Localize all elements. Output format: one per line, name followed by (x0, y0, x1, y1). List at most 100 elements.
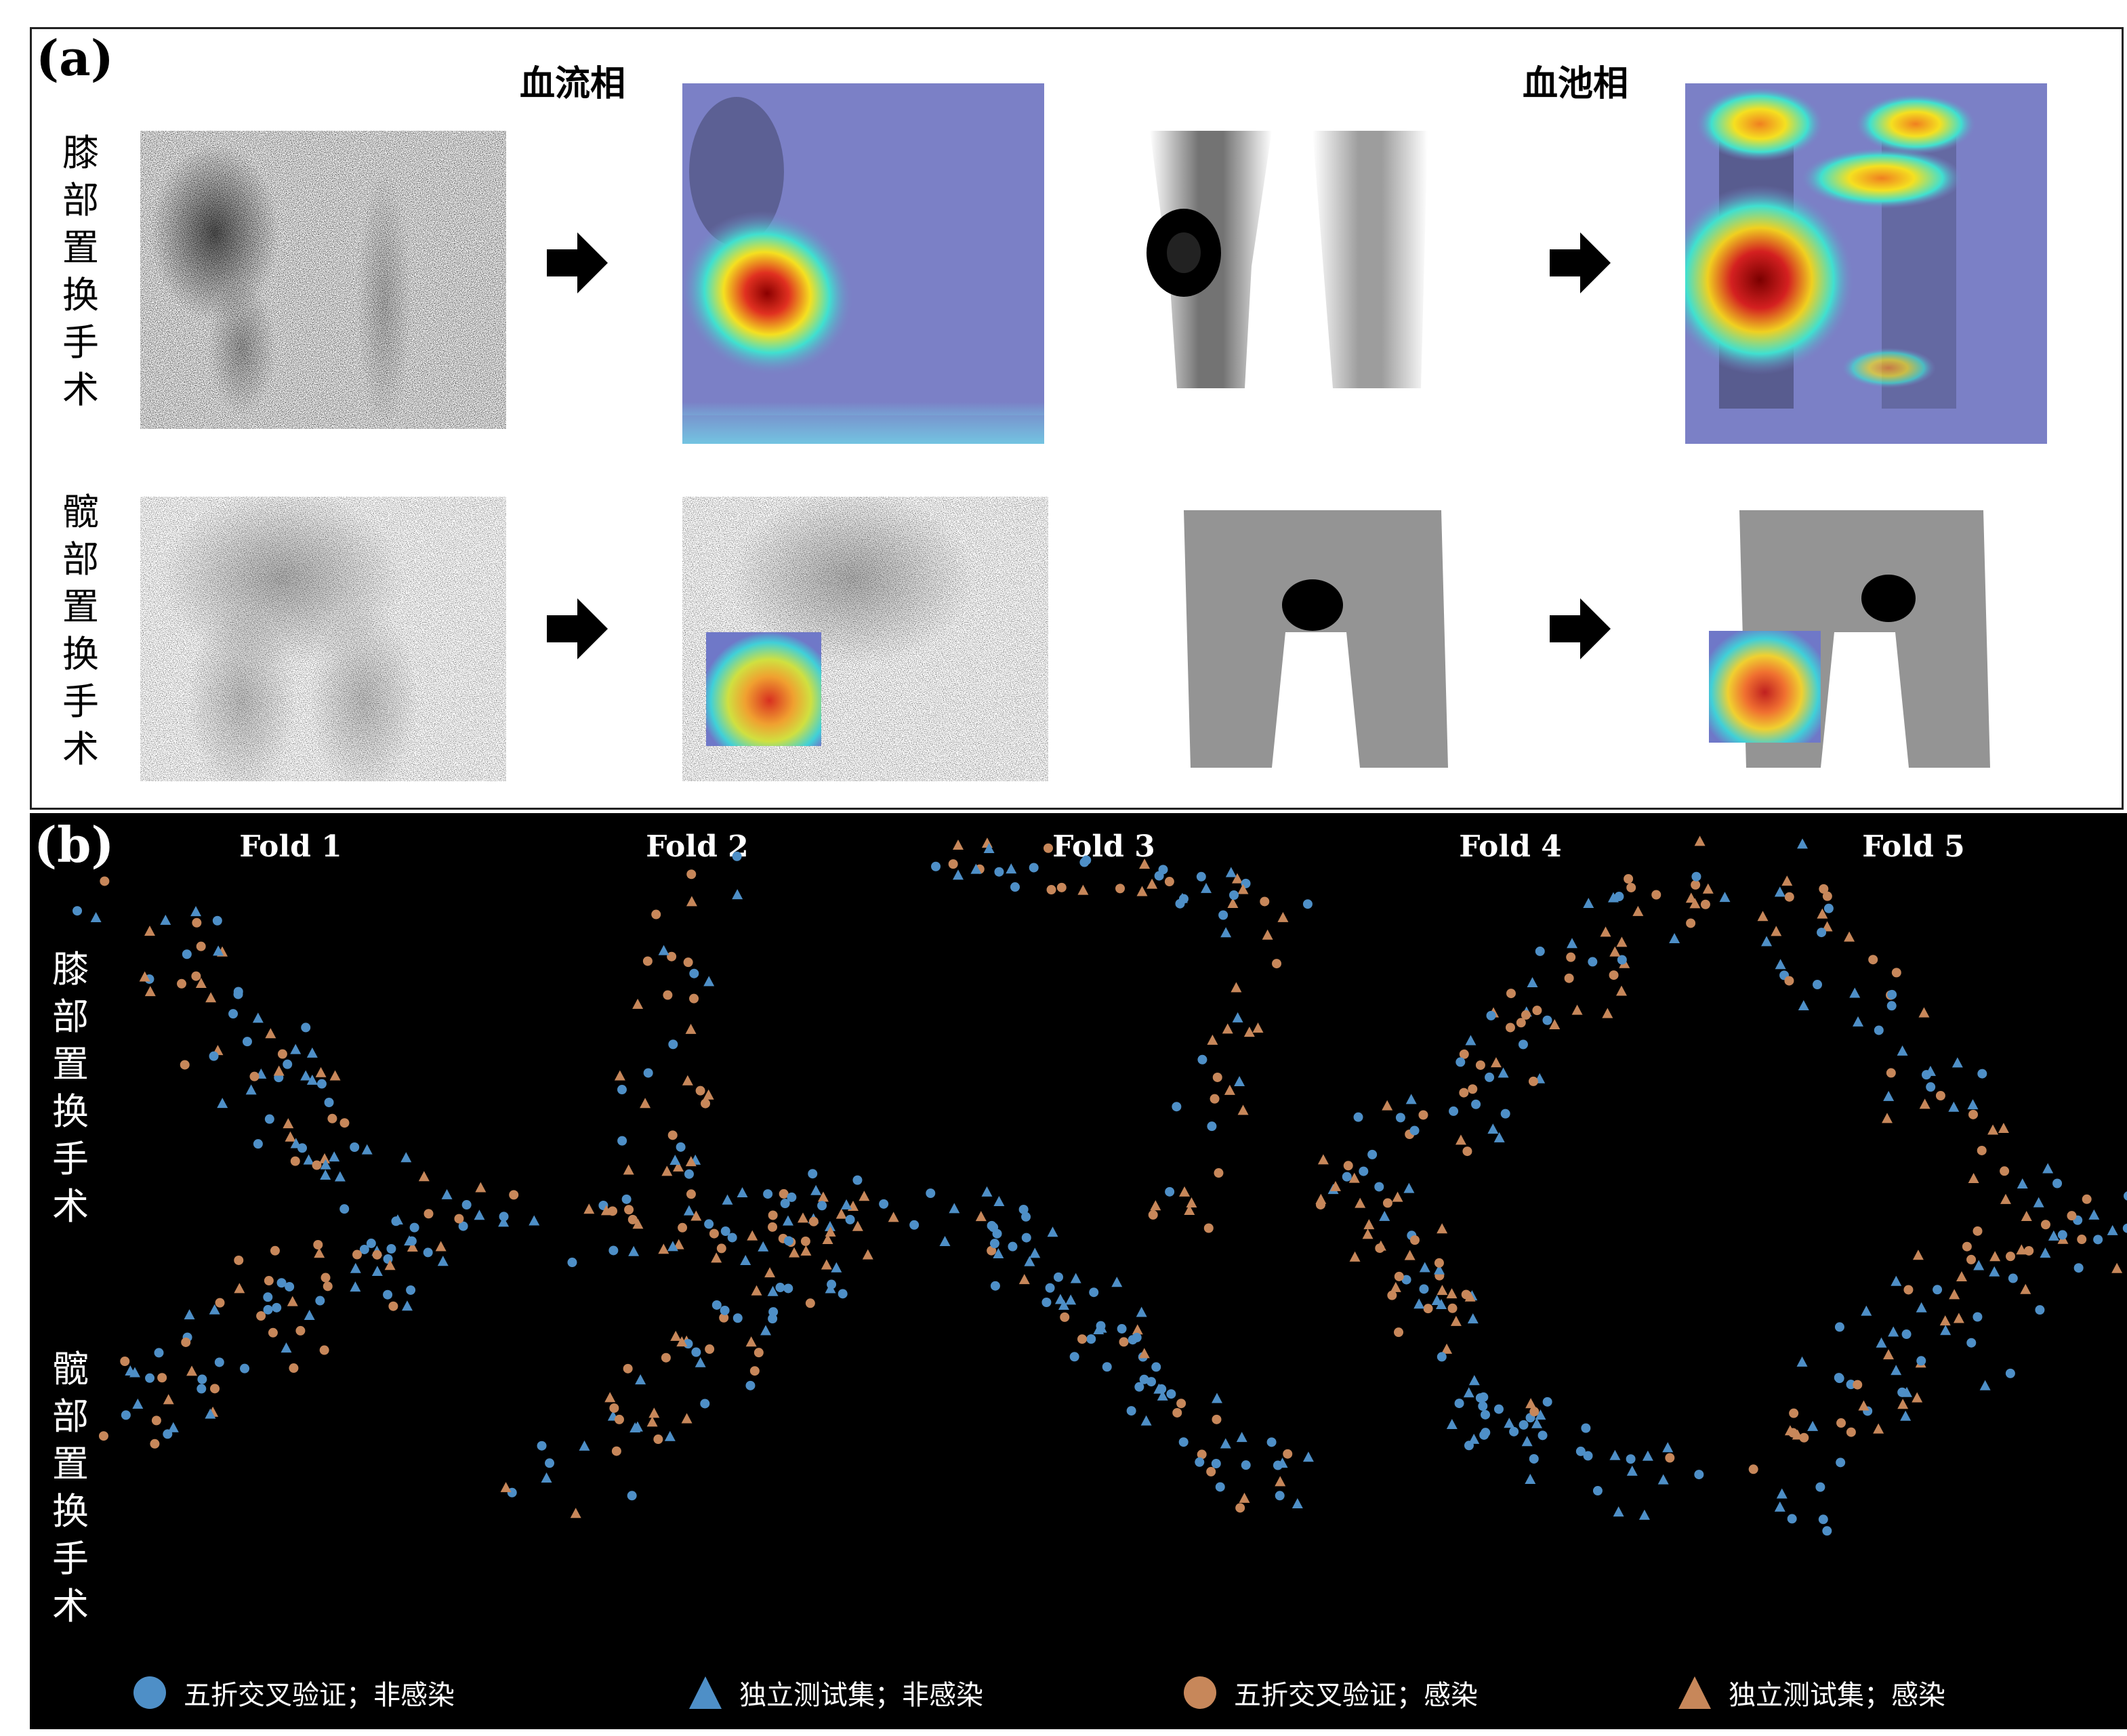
scatter-triangle-point (1463, 1387, 1474, 1398)
scatter-circle-point (1575, 1446, 1586, 1456)
scatter-circle-point (157, 1373, 167, 1383)
scatter-circle-point (663, 990, 673, 1000)
scatter-triangle-point (314, 1247, 325, 1258)
scatter-circle-point (1165, 1186, 1175, 1197)
scatter-triangle-point (1405, 1094, 1417, 1104)
scatter-circle-point (1197, 1054, 1207, 1065)
scatter-circle-point (1933, 1285, 1943, 1295)
scatter-triangle-point (983, 842, 995, 853)
scatter-triangle-point (1490, 1057, 1502, 1068)
scatter-triangle-point (1275, 1476, 1286, 1487)
scatter-triangle-point (1973, 1260, 1985, 1270)
scatter-circle-point (191, 971, 201, 981)
scatter-triangle-point (195, 977, 207, 988)
scatter-triangle-point (767, 1285, 779, 1296)
scatter-circle-point (388, 1301, 398, 1311)
scatter-triangle-point (1237, 1104, 1249, 1115)
scatter-triangle-point (747, 1230, 758, 1241)
scatter-triangle-point (673, 1161, 684, 1172)
scatter-triangle-point (1231, 982, 1242, 993)
knee-row-label: 膝 部 置 换 手 术 (62, 131, 99, 411)
scatter-triangle-point (949, 1203, 960, 1214)
scatter-triangle-point (1949, 1289, 1960, 1300)
scatter-triangle-point (1817, 908, 1828, 919)
scatter-triangle-point (1157, 1390, 1168, 1401)
legend-item-cv-infected: 五折交叉验证；感染 (1182, 1672, 1478, 1713)
scatter-circle-point (667, 951, 677, 962)
scatter-triangle-point (1613, 1506, 1624, 1517)
scatter-circle-point (2008, 1273, 2018, 1283)
scatter-triangle-point (1465, 1035, 1476, 1046)
scatter-circle-point (1176, 1399, 1186, 1409)
scatter-circle-point (1266, 1437, 1277, 1447)
scatter-circle-point (240, 1363, 250, 1373)
scatter-circle-point (1823, 903, 1834, 913)
scatter-triangle-point (1600, 926, 1611, 937)
scatter-circle-point (686, 1189, 696, 1199)
scatter-triangle-point (970, 863, 982, 874)
scatter-circle-point (263, 1304, 273, 1315)
scatter-triangle-point (604, 1392, 616, 1403)
scatter-circle-point (1021, 1212, 1031, 1222)
scatter-triangle-point (1150, 1200, 1161, 1211)
scatter-triangle-point (1349, 1251, 1361, 1262)
scatter-triangle-point (1774, 886, 1785, 897)
scatter-circle-point (1056, 882, 1067, 892)
fold-3-title: Fold 3 (1052, 829, 1155, 864)
scatter-triangle-point (320, 1169, 331, 1180)
scatter-triangle-point (1018, 1274, 1030, 1285)
scatter-triangle-point (1939, 1315, 1951, 1326)
scatter-circle-point (1375, 1243, 1385, 1254)
scatter-circle-point (667, 1130, 678, 1140)
scatter-circle-point (608, 1245, 619, 1256)
scatter-triangle-point (404, 1235, 415, 1246)
scatter-triangle-point (1897, 1399, 1909, 1409)
scatter-triangle-point (2088, 1209, 2100, 1220)
panel-a: (a) 血流相 血池相 膝 部 置 换 手 术 髋 部 置 换 手 术 (30, 27, 2124, 810)
scatter-triangle-point (281, 1342, 292, 1353)
scatter-triangle-point (1761, 936, 1773, 947)
scatter-circle-point (1485, 1072, 1495, 1082)
scatter-triangle-point (1404, 1249, 1416, 1260)
scatter-circle-point (1069, 1352, 1079, 1362)
scatter-circle-point (783, 1283, 793, 1294)
scatter-triangle-point (306, 1047, 318, 1058)
scatter-circle-point (987, 1220, 997, 1231)
scatter-triangle-point (635, 1374, 646, 1385)
scatter-circle-point (73, 906, 83, 916)
scatter-triangle-point (1446, 1288, 1458, 1299)
scatter-circle-point (624, 1205, 634, 1215)
scatter-circle-point (1195, 1457, 1205, 1467)
scatter-circle-point (1886, 1068, 1896, 1078)
scatter-triangle-point (209, 1304, 220, 1315)
scatter-circle-point (1096, 1321, 1106, 1331)
scatter-triangle-point (1252, 1022, 1264, 1033)
scatter-triangle-point (579, 1440, 590, 1451)
scatter-circle-point (1054, 1272, 1064, 1282)
scatter-circle-point (1694, 1470, 1704, 1480)
scatter-circle-point (775, 1283, 785, 1293)
scatter-triangle-point (1277, 911, 1289, 922)
scatter-circle-point (1617, 955, 1627, 965)
scatter-triangle-point (722, 1194, 733, 1205)
scatter-triangle-point (1227, 898, 1239, 909)
circle-marker-icon (1184, 1676, 1216, 1709)
scatter-circle-point (1343, 1161, 1353, 1171)
scatter-triangle-point (2040, 1247, 2051, 1258)
scatter-triangle-point (2016, 1244, 2027, 1255)
scatter-circle-point (1260, 896, 1270, 907)
scatter-triangle-point (1179, 1186, 1191, 1197)
scatter-circle-point (727, 1233, 737, 1243)
scatter-circle-point (711, 1300, 722, 1310)
scatter-circle-point (1374, 1182, 1384, 1192)
scatter-triangle-point (498, 1216, 510, 1227)
scatter-triangle-point (623, 1164, 634, 1175)
scatter-circle-point (1874, 1025, 1884, 1035)
scatter-triangle-point (1525, 1474, 1536, 1485)
scatter-triangle-point (2107, 1224, 2118, 1235)
scatter-triangle-point (2000, 1193, 2011, 1204)
scatter-triangle-point (1956, 1271, 1967, 1282)
scatter-circle-point (1275, 1491, 1285, 1501)
scatter-circle-point (327, 1113, 337, 1123)
scatter-triangle-point (1140, 1415, 1152, 1426)
